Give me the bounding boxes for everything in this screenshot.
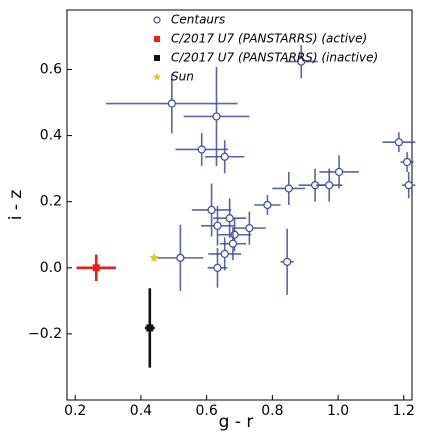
point	[297, 57, 306, 66]
x-tick-label: 0.4	[130, 403, 152, 419]
legend-label: Centaurs	[171, 13, 225, 27]
point	[245, 224, 254, 233]
point	[220, 152, 229, 161]
legend-label: C/2017 U7 (PANSTARRS) (inactive)	[171, 51, 378, 65]
point	[404, 181, 413, 190]
x-tick-label: 0.6	[196, 403, 218, 419]
y-tick-label: 0.4	[40, 128, 62, 144]
legend-marker	[154, 36, 160, 42]
y-tick-label: 0.0	[40, 260, 62, 276]
point	[213, 263, 222, 272]
point	[284, 184, 293, 193]
point	[213, 221, 222, 230]
legend-marker	[153, 73, 161, 81]
point	[220, 249, 229, 259]
point	[212, 112, 221, 121]
x-tick-label: 1.2	[393, 403, 415, 419]
point	[176, 253, 185, 262]
point	[394, 138, 403, 147]
legend-label: Sun	[171, 70, 194, 84]
plot-frame	[66, 9, 413, 401]
x-tick-label: 1.0	[327, 403, 349, 419]
x-axis-label: g - r	[219, 412, 254, 432]
y-tick-label: −0.2	[28, 326, 62, 342]
legend-marker	[154, 55, 160, 61]
point	[146, 324, 154, 332]
point	[402, 157, 412, 167]
point	[225, 214, 234, 223]
point	[228, 239, 238, 248]
point	[230, 230, 239, 239]
point	[283, 257, 292, 266]
point	[167, 99, 176, 108]
point	[92, 264, 100, 272]
point	[263, 200, 272, 210]
y-tick-label: 0.2	[40, 194, 62, 210]
legend-marker	[153, 16, 161, 24]
point	[325, 181, 334, 190]
point	[207, 205, 216, 215]
x-tick-label: 0.8	[261, 403, 283, 419]
x-tick-label: 0.2	[64, 403, 86, 419]
y-tick-label: 0.6	[40, 61, 62, 77]
point	[197, 145, 206, 154]
y-axis-label: i - z	[6, 190, 26, 221]
point	[334, 167, 344, 177]
point	[149, 252, 159, 262]
legend-label: C/2017 U7 (PANSTARRS) (active)	[171, 32, 367, 46]
